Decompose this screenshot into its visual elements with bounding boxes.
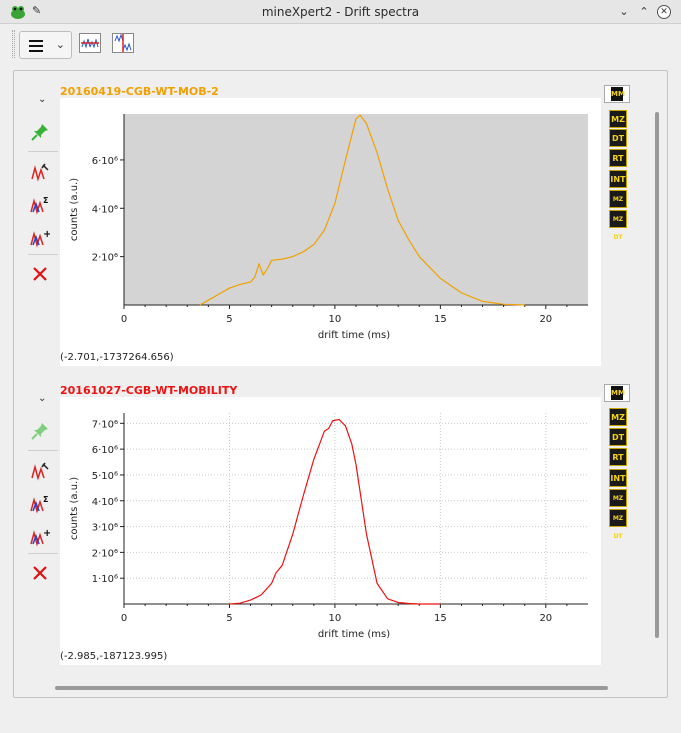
x-tick-label: 15 bbox=[434, 314, 447, 325]
toolbar-grip[interactable] bbox=[12, 30, 15, 58]
plot-2-chart[interactable]: 0 5 10 15 20 1·10⁶ 2·10⁶ 3·10⁶ 4·10⁶ 5·10⁶ 6·10⁶ 7·… bbox=[60, 397, 601, 665]
spectra-horizontal-icon[interactable] bbox=[79, 33, 101, 53]
vertical-scrollbar[interactable] bbox=[655, 112, 659, 638]
x-axis-label: drift time (ms) bbox=[318, 330, 390, 341]
maximize-window-button[interactable]: ⌃ bbox=[639, 5, 649, 18]
x-tick-label: 15 bbox=[434, 613, 447, 624]
y-axis-label: counts (a.u.) bbox=[69, 178, 80, 241]
divider bbox=[28, 450, 58, 451]
y-tick-label: 4·10⁶ bbox=[92, 497, 118, 508]
x-tick-label: 10 bbox=[329, 314, 342, 325]
minimize-window-button[interactable]: ⌄ bbox=[619, 5, 629, 18]
plot-1-area[interactable]: 0 5 10 15 20 2·10⁶ 4·10⁶ 6·10⁶ drift time (ms) co… bbox=[60, 98, 601, 366]
plot-1-coordinates: (-2.701,-1737264.656) bbox=[60, 352, 174, 363]
close-plot-1-icon[interactable] bbox=[30, 264, 50, 284]
y-tick-label: 2·10⁶ bbox=[92, 548, 118, 559]
pin-plot-2-icon[interactable] bbox=[30, 421, 50, 441]
svg-text:+: + bbox=[43, 528, 50, 539]
window-titlebar: ✎ mineXpert2 - Drift spectra ⌄ ⌃ ✕ bbox=[0, 0, 681, 24]
pin-window-icon[interactable]: ✎ bbox=[32, 4, 42, 17]
divider bbox=[28, 553, 58, 554]
app-frog-icon bbox=[11, 6, 25, 19]
plot-2-coordinates: (-2.985,-187123.995) bbox=[60, 651, 168, 662]
y-tick-label: 5·10⁶ bbox=[92, 471, 118, 482]
main-menu-button[interactable]: ⌄ bbox=[19, 31, 72, 59]
y-tick-label: 6·10⁶ bbox=[92, 156, 118, 167]
plot-2-sample-name: 20161027-CGB-WT-MOBILITY bbox=[60, 384, 238, 397]
mz-rt-integration-icon[interactable]: MZ RT bbox=[609, 190, 627, 221]
svg-text:Σ: Σ bbox=[43, 196, 48, 205]
divider bbox=[28, 254, 58, 255]
remove-spectrum-1-icon[interactable] bbox=[30, 162, 50, 182]
pin-plot-1-icon[interactable] bbox=[30, 122, 50, 142]
main-toolbar: ⌄ bbox=[0, 24, 681, 64]
plot-2-area[interactable]: 0 5 10 15 20 1·10⁶ 2·10⁶ 3·10⁶ 4·10⁶ 5·10⁶ 6·10⁶ 7·… bbox=[60, 397, 601, 665]
spectra-vertical-icon[interactable] bbox=[112, 33, 134, 53]
add-spectrum-1-icon[interactable]: + bbox=[30, 228, 50, 248]
y-tick-label: 1·10⁶ bbox=[92, 574, 118, 585]
dt-integration-icon[interactable]: DT bbox=[609, 428, 627, 446]
close-plot-2-icon[interactable] bbox=[30, 563, 50, 583]
mass-spectrum-integration-icon[interactable]: MM bbox=[604, 85, 630, 103]
hamburger-menu-icon bbox=[29, 40, 43, 55]
y-tick-label: 6·10⁶ bbox=[92, 445, 118, 456]
x-tick-label: 0 bbox=[121, 613, 127, 624]
sum-spectrum-1-icon[interactable]: Σ bbox=[30, 195, 50, 215]
close-window-button[interactable]: ✕ bbox=[657, 5, 671, 19]
int-integration-icon[interactable]: INT bbox=[609, 170, 627, 188]
divider bbox=[28, 151, 58, 152]
rt-integration-icon[interactable]: RT bbox=[609, 149, 627, 167]
x-tick-label: 0 bbox=[121, 314, 127, 325]
collapse-plot-2-icon[interactable]: ⌄ bbox=[38, 393, 47, 404]
dt-integration-icon[interactable]: DT bbox=[609, 129, 627, 147]
int-integration-icon[interactable]: INT bbox=[609, 469, 627, 487]
mz-dt-integration-icon[interactable]: MZ DT bbox=[609, 210, 627, 241]
plot-2-title: 20161027-CGB-WT-MOBILITY bbox=[60, 384, 237, 397]
mz-integration-icon[interactable]: MZ bbox=[609, 110, 627, 128]
window-title: mineXpert2 - Drift spectra bbox=[261, 5, 420, 19]
series-line-2 bbox=[229, 418, 441, 605]
mz-rt-integration-icon[interactable]: MZ RT bbox=[609, 489, 627, 520]
x-axis-label: drift time (ms) bbox=[318, 629, 390, 640]
remove-spectrum-2-icon[interactable] bbox=[30, 461, 50, 481]
plot-1-sample-name: 20160419-CGB-WT-MOB-2 bbox=[60, 85, 219, 98]
rt-integration-icon[interactable]: RT bbox=[609, 448, 627, 466]
svg-text:+: + bbox=[43, 229, 50, 240]
mass-spectrum-integration-icon[interactable]: MM bbox=[604, 384, 630, 402]
mz-integration-icon[interactable]: MZ bbox=[609, 408, 627, 426]
plot-1-chart[interactable]: 0 5 10 15 20 2·10⁶ 4·10⁶ 6·10⁶ drift time (ms) co… bbox=[60, 98, 601, 366]
x-tick-label: 20 bbox=[539, 314, 552, 325]
horizontal-scrollbar[interactable] bbox=[55, 686, 608, 690]
y-tick-label: 2·10⁶ bbox=[92, 253, 118, 264]
mz-dt-integration-icon[interactable]: MZ DT bbox=[609, 509, 627, 540]
svg-text:Σ: Σ bbox=[43, 495, 48, 504]
x-tick-label: 10 bbox=[329, 613, 342, 624]
collapse-plot-1-icon[interactable]: ⌄ bbox=[38, 94, 47, 105]
plot-background bbox=[124, 114, 588, 305]
x-tick-label: 20 bbox=[539, 613, 552, 624]
x-tick-label: 5 bbox=[226, 613, 232, 624]
y-tick-label: 4·10⁶ bbox=[92, 204, 118, 215]
plot-1-title: 20160419-CGB-WT-MOB-2 bbox=[60, 85, 219, 98]
x-tick-label: 5 bbox=[226, 314, 232, 325]
series-line-1 bbox=[199, 114, 525, 306]
y-tick-label: 3·10⁶ bbox=[92, 523, 118, 534]
y-axis-label: counts (a.u.) bbox=[69, 477, 80, 540]
sum-spectrum-2-icon[interactable]: Σ bbox=[30, 494, 50, 514]
y-tick-label: 7·10⁶ bbox=[92, 419, 118, 430]
chevron-down-icon: ⌄ bbox=[55, 38, 65, 51]
add-spectrum-2-icon[interactable]: + bbox=[30, 527, 50, 547]
